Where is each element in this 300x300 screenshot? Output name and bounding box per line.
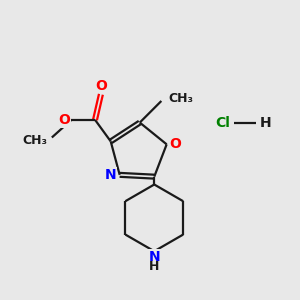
Text: O: O (169, 137, 181, 151)
Text: H: H (260, 116, 272, 130)
Text: N: N (105, 168, 117, 182)
Text: H: H (149, 260, 159, 274)
Text: N: N (148, 250, 160, 264)
Text: CH₃: CH₃ (22, 134, 47, 147)
Text: O: O (58, 113, 70, 127)
Text: CH₃: CH₃ (168, 92, 193, 104)
Text: O: O (95, 80, 107, 93)
Text: Cl: Cl (216, 116, 230, 130)
